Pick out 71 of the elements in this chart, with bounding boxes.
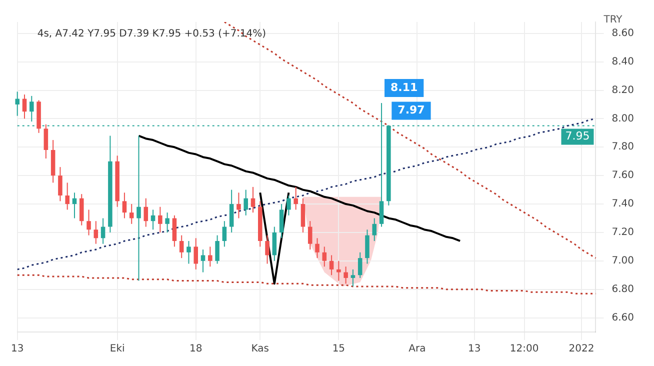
x-tick-label: 13 [468,344,481,355]
candlestick [194,238,198,270]
candlestick [200,249,206,273]
y-tick-label: 6.80 [612,284,634,295]
candlestick [279,204,284,239]
candlestick [372,218,377,242]
y-tick-label: 8.60 [612,28,634,39]
candlestick [150,209,156,230]
candlestick [222,220,227,248]
x-tick-label: 18 [190,344,202,355]
x-tick-label: Ara [408,344,426,355]
y-tick-label: 8.40 [612,56,634,68]
candlestick [336,260,341,282]
y-tick-label: 6.60 [612,312,634,324]
candlestick [58,166,62,202]
x-tick-label: 2022 [568,344,594,355]
candlestick [215,234,220,264]
candlestick [344,266,348,284]
candlestick [94,220,98,244]
candlestick [44,124,48,160]
x-tick-label: 12:00 [510,344,539,355]
candlestick [308,220,312,250]
x-tick-label: Kas [251,344,270,355]
y-tick-label: 8.00 [612,113,634,124]
annotation: 4s, A7.42 Y7.95 D7.39 K7.95 +0.53 (+7.14%) [37,28,266,40]
candlestick [350,268,356,287]
x-tick-label: 15 [332,344,346,355]
candlestick [315,238,320,259]
candlestick [72,192,77,219]
candlestick [365,229,370,264]
candlestick [158,206,162,233]
candlestick [172,214,177,248]
candlestick [100,218,106,244]
candlestick [122,192,127,219]
y-axis-title: TRY [602,14,624,26]
ref-line-label: 7.95 [565,130,590,143]
candlestick [79,194,84,226]
candlestick [208,246,212,268]
y-tick-label: 8.20 [612,84,634,96]
candlestick [165,212,170,233]
candlestick [294,186,298,210]
y-tick-label: 7.60 [612,170,634,182]
candlestick [286,194,291,216]
candlestick [144,198,148,228]
candlestick [22,94,27,120]
candlestick [322,246,327,268]
candlestick [15,91,20,116]
candlestick [236,192,241,219]
y-tick-label: 7.80 [612,142,634,153]
candlestick [358,252,362,278]
candlestick [65,182,70,210]
y-tick-label: 7.40 [612,198,634,210]
candlestick [265,234,270,264]
candlestick [136,135,141,282]
candlestick [179,234,184,259]
x-tick-label: Eki [110,344,125,355]
candlestick [272,226,277,262]
y-tick-label: 7.00 [612,255,634,266]
x-tick-label: 13 [10,344,24,355]
candlestick [186,240,191,264]
candlestick [300,198,306,233]
candlestick [86,209,91,236]
candlestick [30,95,34,122]
annotation: 8.11 [390,80,418,94]
candlestick [229,189,234,233]
candlestick [250,186,256,214]
candlestick [329,254,334,276]
annotation: 7.97 [398,104,425,117]
candlestick [244,189,248,216]
candlestick [129,204,134,224]
y-tick-label: 7.20 [612,227,634,238]
